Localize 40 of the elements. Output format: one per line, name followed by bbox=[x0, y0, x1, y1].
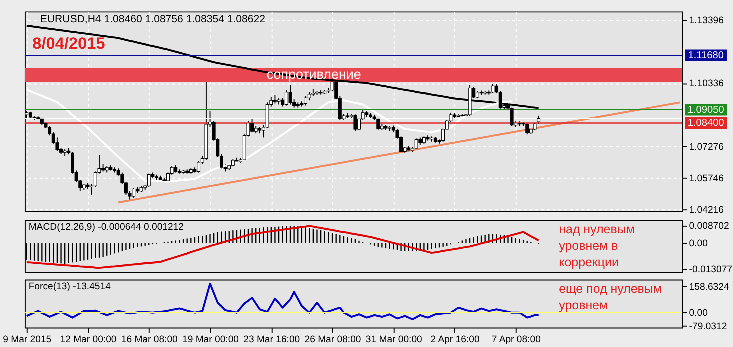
y-tick-label: 0.00 bbox=[689, 238, 708, 250]
x-tick-label: 19 Mar 00:00 bbox=[182, 334, 240, 346]
y-tick-label: 1.07276 bbox=[689, 142, 724, 153]
x-tick-label: 2 Apr 16:00 bbox=[430, 334, 480, 346]
candlestick bbox=[284, 90, 288, 106]
line-series bbox=[118, 102, 682, 204]
x-tick-label: 16 Mar 08:00 bbox=[121, 334, 178, 346]
ref-line-label: 1.08400 bbox=[688, 118, 725, 130]
y-tick-label: -79.0312 bbox=[689, 321, 728, 332]
candlestick bbox=[132, 188, 136, 198]
ref-line-label: 1.09050 bbox=[688, 104, 725, 116]
x-tick-label: 12 Mar 00:00 bbox=[60, 334, 117, 346]
x-tick-label: 31 Mar 00:00 bbox=[366, 334, 422, 346]
ref-line-label: 1.11680 bbox=[688, 50, 724, 62]
y-tick-label: 1.05746 bbox=[689, 173, 724, 184]
y-tick-label: 1.10336 bbox=[689, 78, 724, 90]
x-tick-label: 26 Mar 08:00 bbox=[304, 334, 362, 346]
annotation: 8/04/2015 bbox=[32, 35, 106, 54]
y-tick-label: 1.04216 bbox=[689, 204, 724, 216]
candlestick bbox=[197, 160, 201, 174]
candlestick bbox=[250, 118, 254, 134]
line-series bbox=[26, 225, 540, 270]
chart-title: EURUSD,H4 1.08460 1.08756 1.08354 1.08622 bbox=[40, 13, 266, 26]
candlestick bbox=[354, 114, 358, 132]
chart-title: Force(13) -13.4514 bbox=[28, 281, 112, 292]
candlestick bbox=[304, 96, 308, 106]
x-tick-label: 7 Apr 08:00 bbox=[492, 334, 541, 346]
annotation: еще под нулевым уровнем bbox=[559, 282, 662, 313]
y-tick-label: 158.6324 bbox=[689, 282, 730, 293]
candlestick bbox=[510, 107, 514, 127]
y-tick-label: 0.00 bbox=[689, 308, 708, 320]
line-series bbox=[26, 282, 540, 320]
x-tick-label: 9 Mar 2015 bbox=[3, 334, 52, 346]
y-tick-label: 0.008702 bbox=[689, 221, 730, 232]
chart-title: MACD(12,26,9) -0.000644 0.001212 bbox=[28, 222, 184, 233]
y-tick-label: -0.013077 bbox=[689, 264, 733, 276]
candlestick bbox=[288, 84, 292, 106]
x-tick-label: 23 Mar 16:00 bbox=[244, 334, 300, 346]
annotation: над нулевым уровнем в коррекции bbox=[559, 222, 635, 270]
y-tick-label: 1.13396 bbox=[689, 16, 724, 27]
